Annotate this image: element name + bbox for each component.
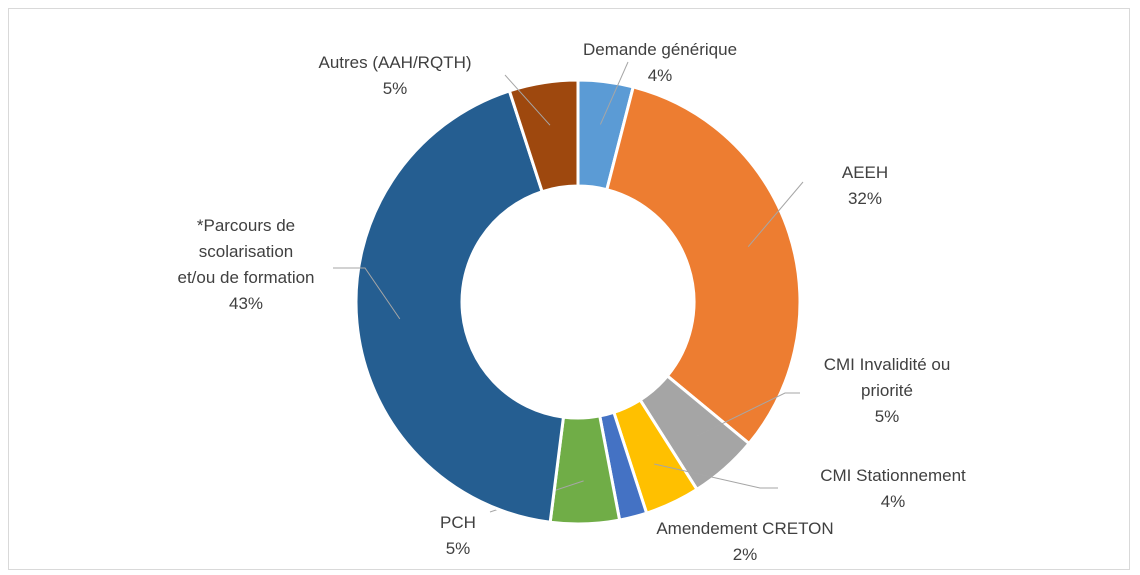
category-label: *Parcours de scolarisation et/ou de form… [177,216,315,287]
leader-line [504,74,551,126]
donut-slice [354,88,566,524]
category-label: AEEH [841,163,889,182]
slice-label: Demande générique 4% [583,37,737,89]
category-label: Amendement CRETON [656,519,834,538]
leader-line [696,392,800,437]
value-label: 5% [445,539,471,558]
value-label: 2% [732,545,758,564]
leader-line [599,61,629,125]
category-label: PCH [440,513,476,532]
value-label: 4% [880,492,906,511]
category-label: CMI Stationnement [820,466,966,485]
value-label: 5% [874,407,900,426]
slice-label: Autres (AAH/RQTH) 5% [318,50,471,102]
slice-label: PCH 5% [440,510,476,562]
category-label: Autres (AAH/RQTH) [318,53,472,72]
slice-label: CMI Stationnement 4% [820,463,966,515]
leader-line [747,181,804,248]
slice-label: *Parcours de scolarisation et/ou de form… [177,213,314,317]
slice-label: CMI Invalidité ou priorité 5% [824,352,951,430]
value-label: 43% [228,294,264,313]
slice-label: Amendement CRETON 2% [656,516,833,568]
leader-line [654,463,778,489]
category-label: Demande générique [582,40,738,59]
category-label: CMI Invalidité ou priorité [823,355,951,400]
value-label: 4% [647,66,673,85]
leader-line [333,267,401,320]
donut-slice [605,85,802,446]
value-label: 32% [847,189,883,208]
value-label: 5% [382,79,408,98]
chart-frame [8,8,1130,570]
donut-slice [507,78,580,194]
slice-label: AEEH 32% [842,160,888,212]
